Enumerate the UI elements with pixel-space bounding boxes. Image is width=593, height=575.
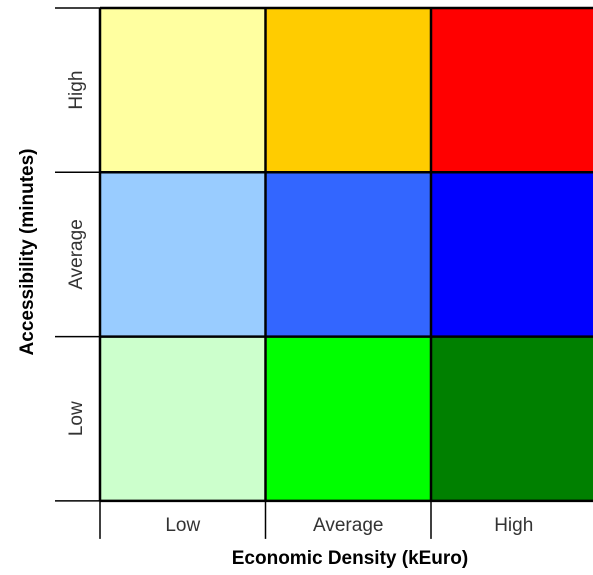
x-tick-label-low: Low (165, 515, 200, 536)
cells-layer (100, 8, 593, 501)
y-axis-title: Accessibility (minutes) (17, 149, 38, 356)
x-tick-label-high: High (494, 515, 533, 536)
cell-low-x-low-y (100, 336, 266, 501)
cell-average-x-high-y (265, 8, 431, 173)
y-tick-label-high: High (66, 71, 87, 110)
x-tick-label-average: Average (313, 515, 383, 536)
x-axis-title: Economic Density (kEuro) (232, 548, 469, 569)
cell-average-x-average-y (265, 172, 431, 337)
grid-layer (98, 6, 593, 503)
cell-high-x-high-y (431, 8, 593, 173)
cell-low-x-high-y (100, 8, 266, 173)
ticks-layer: Low Average High Low Average High (55, 7, 533, 539)
y-tick-label-low: Low (66, 401, 87, 436)
cell-low-x-average-y (100, 172, 266, 337)
cell-average-x-low-y (265, 336, 431, 501)
cell-high-x-average-y (431, 172, 593, 337)
y-tick-label-average: Average (66, 219, 87, 289)
cell-high-x-low-y (431, 336, 593, 501)
